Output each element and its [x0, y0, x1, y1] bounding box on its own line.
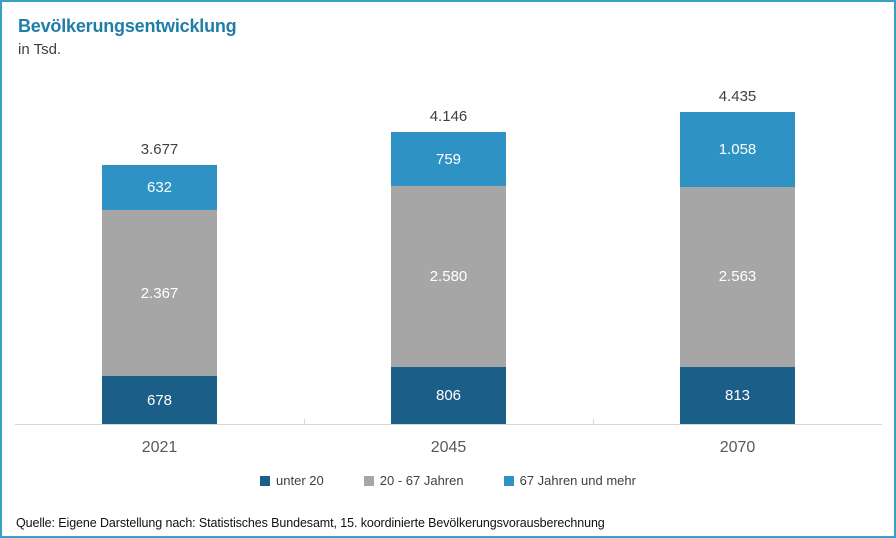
legend-label: 67 Jahren und mehr: [519, 473, 636, 488]
category-column: 3.677 632 2.367 678: [15, 2, 304, 424]
x-axis-label: 2021: [141, 439, 178, 456]
stacked-bar: 1.058 2.563 813: [680, 112, 795, 424]
segment-value-label: 678: [146, 391, 173, 409]
segment-value-label: 813: [724, 386, 751, 404]
axis-tick: [303, 419, 305, 424]
bar-segment: 2.580: [391, 185, 506, 368]
bar-segment: 1.058: [680, 112, 795, 187]
stacked-bar: 759 2.580 806: [391, 132, 506, 424]
legend-item: 20 - 67 Jahren: [363, 473, 464, 488]
legend-swatch-icon: [260, 475, 271, 486]
legend-label: 20 - 67 Jahren: [379, 473, 464, 488]
segment-value-label: 1.058: [718, 140, 757, 158]
bar-segment: 678: [102, 376, 217, 424]
stacked-bar: 632 2.367 678: [102, 165, 217, 424]
bar-segment: 2.367: [102, 209, 217, 377]
segment-value-label: 632: [146, 179, 173, 197]
source-note: Quelle: Eigene Darstellung nach: Statist…: [16, 516, 605, 530]
category-column: 4.435 1.058 2.563 813: [593, 2, 882, 424]
axis-tick: [592, 419, 594, 424]
bar-segment: 759: [391, 132, 506, 186]
segment-value-label: 806: [435, 387, 462, 405]
segment-value-label: 2.580: [429, 268, 468, 286]
bar-segment: 813: [680, 366, 795, 424]
bar-total-label: 4.435: [718, 88, 757, 106]
legend-item: unter 20: [260, 473, 324, 488]
legend-swatch-icon: [363, 475, 374, 486]
chart-title: Bevölkerungsentwicklung: [18, 16, 237, 36]
x-axis-label: 2045: [430, 439, 467, 456]
segment-value-label: 2.563: [718, 268, 757, 286]
segment-value-label: 2.367: [140, 284, 179, 302]
category-column: 4.146 759 2.580 806: [304, 2, 593, 424]
x-axis-label: 2070: [719, 439, 756, 456]
legend-item: 67 Jahren und mehr: [503, 473, 636, 488]
bar-segment: 806: [391, 367, 506, 424]
bar-total-label: 4.146: [429, 108, 468, 126]
legend-swatch-icon: [503, 475, 514, 486]
bar-segment: 2.563: [680, 186, 795, 367]
chart-unit-label: in Tsd.: [18, 41, 62, 58]
segment-value-label: 759: [435, 150, 462, 168]
plot-area: 3.677 632 2.367 678 4.146 759 2.580 806 4.435 1.0…: [15, 2, 882, 425]
x-axis-labels: 2021 2045 2070: [15, 439, 882, 457]
legend-label: unter 20: [276, 473, 324, 488]
legend: unter 20 20 - 67 Jahren 67 Jahren und mehr: [2, 473, 894, 488]
chart-header: Bevölkerungsentwicklung in Tsd.: [18, 16, 237, 58]
bar-segment: 632: [102, 165, 217, 210]
bar-total-label: 3.677: [140, 141, 179, 159]
